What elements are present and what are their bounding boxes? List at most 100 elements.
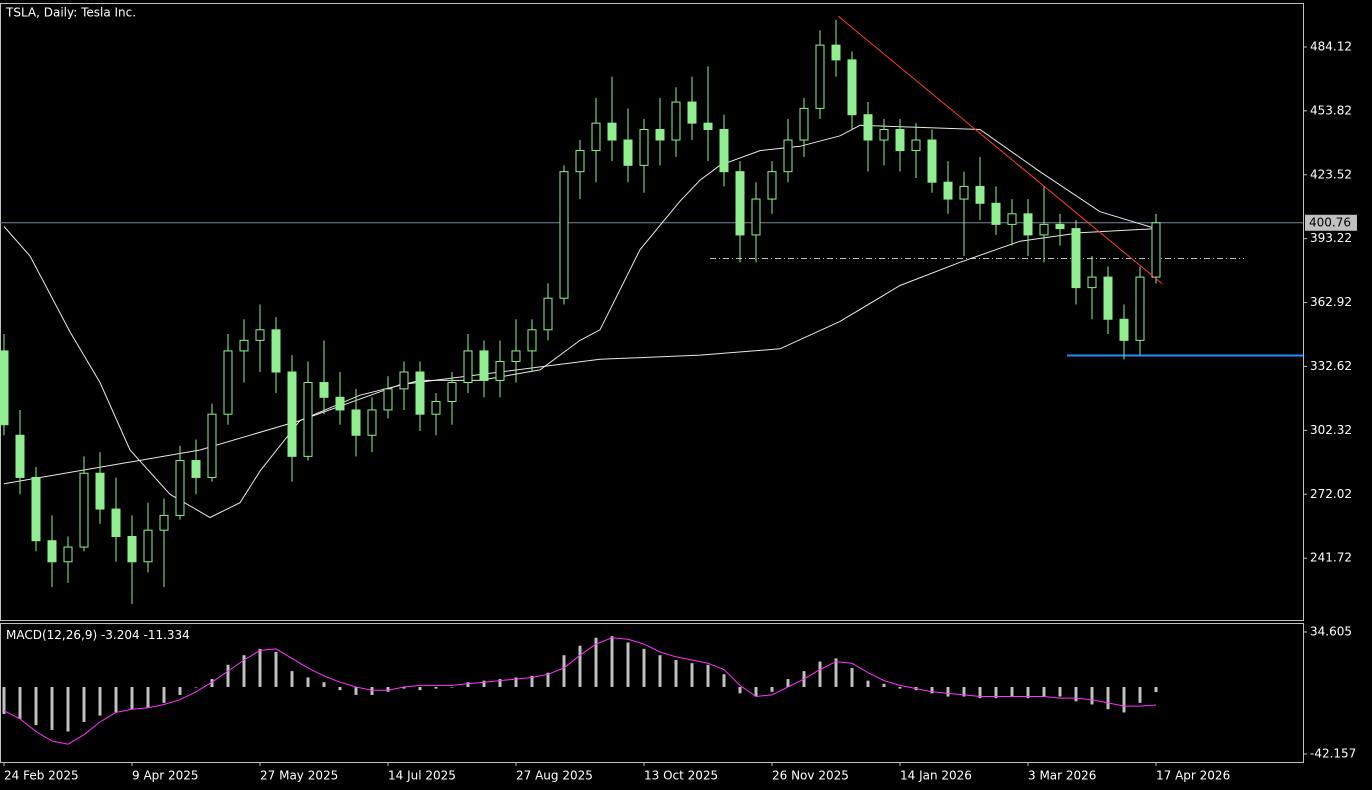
candle-body [687,101,697,124]
candle-body [815,44,825,109]
candle-body [335,396,345,411]
candle-body [527,329,537,352]
macd-bar [274,652,278,688]
candle-body [479,350,489,381]
macd-bar [178,687,182,695]
macd-bar [674,659,678,688]
macd-bar [754,687,758,697]
macd-bar [50,687,54,730]
candle-body [95,472,105,510]
candle-body [799,107,809,141]
macd-bar [770,687,774,692]
candle-body [271,329,281,373]
macd-bar [1026,687,1030,699]
macd-bar [194,687,198,688]
y-tick-label: 302.32 [1310,423,1352,437]
y-tick-label: 484.12 [1310,39,1352,53]
candle-body [895,128,905,152]
price-label: 400.76 [1309,215,1351,229]
candle-body [591,122,601,152]
candle-body [495,360,505,381]
macd-bar [162,687,166,703]
macd-bar [1074,687,1078,702]
macd-bar [850,667,854,688]
candle-body [111,508,121,537]
candle-body [463,350,473,384]
candle-body [255,329,265,341]
macd-bar [498,679,502,688]
candle-body [751,198,761,236]
indicator-signal-value: -11.334 [143,628,189,642]
macd-bar [1058,687,1062,697]
macd-bar [626,642,630,688]
macd-bar [386,687,390,692]
macd-bar [242,655,246,688]
macd-bar [290,671,294,688]
candle-body [863,114,873,141]
candle-body [383,388,393,411]
candle-body [831,44,841,61]
candle-body [991,202,1001,225]
macd-bar [642,648,646,688]
macd-bar [722,674,726,688]
macd-bar [338,687,342,691]
macd-bar [1010,687,1014,697]
y-tick-label: 272.02 [1310,487,1352,501]
macd-bar [690,663,694,688]
candle-body [15,434,25,478]
macd-bar [402,687,406,689]
x-tick-label: 17 Apr 2026 [1156,769,1230,783]
candle-body [1055,223,1065,230]
macd-bar [210,679,214,688]
chart-title: TSLA, Daily: Tesla Inc. [5,6,136,20]
macd-bar [786,679,790,688]
candle-body [783,139,793,173]
candle-body [1039,223,1049,236]
candle-body [607,122,617,141]
macd-bar [1154,687,1158,693]
macd-bar [82,687,86,722]
macd-bar [322,682,326,688]
moving-average [3,228,1157,485]
candle-body [1023,213,1033,236]
macd-bar [866,680,870,688]
macd-bar [226,664,230,688]
candle-body [351,409,361,436]
candle-body [1135,276,1145,341]
candle-body [207,413,217,478]
x-tick-label: 27 Aug 2025 [516,769,593,783]
x-tick-label: 26 Nov 2025 [772,769,849,783]
x-tick-label: 9 Apr 2025 [132,769,199,783]
candle-body [943,181,953,200]
macd-bar [450,687,454,688]
candle-body [0,350,9,426]
candle-body [911,139,921,152]
macd-bar [978,687,982,699]
macd-bar [994,687,998,699]
macd-bar [258,648,262,688]
y-tick-label: -42.157 [1310,747,1356,761]
candle-body [287,371,297,457]
price-label-box [1305,214,1357,231]
candle-body [1119,318,1129,341]
macd-bar [114,687,118,713]
y-tick-label: 453.82 [1310,103,1352,117]
candle-body [127,535,137,563]
macd-bar [962,687,966,697]
candle-body [1103,276,1113,320]
macd-bar [706,664,710,688]
x-tick-label: 13 Oct 2025 [644,769,718,783]
candle-body [671,101,681,141]
macd-bar [130,687,134,710]
y-tick-label: 34.605 [1310,625,1352,639]
candle-body [239,339,249,352]
candle-body [735,171,745,236]
macd-bar [2,687,6,715]
macd-bar [306,677,310,688]
candle-body [623,139,633,166]
candle-body [1087,276,1097,289]
candle-body [1007,213,1017,225]
macd-bar [898,687,902,689]
